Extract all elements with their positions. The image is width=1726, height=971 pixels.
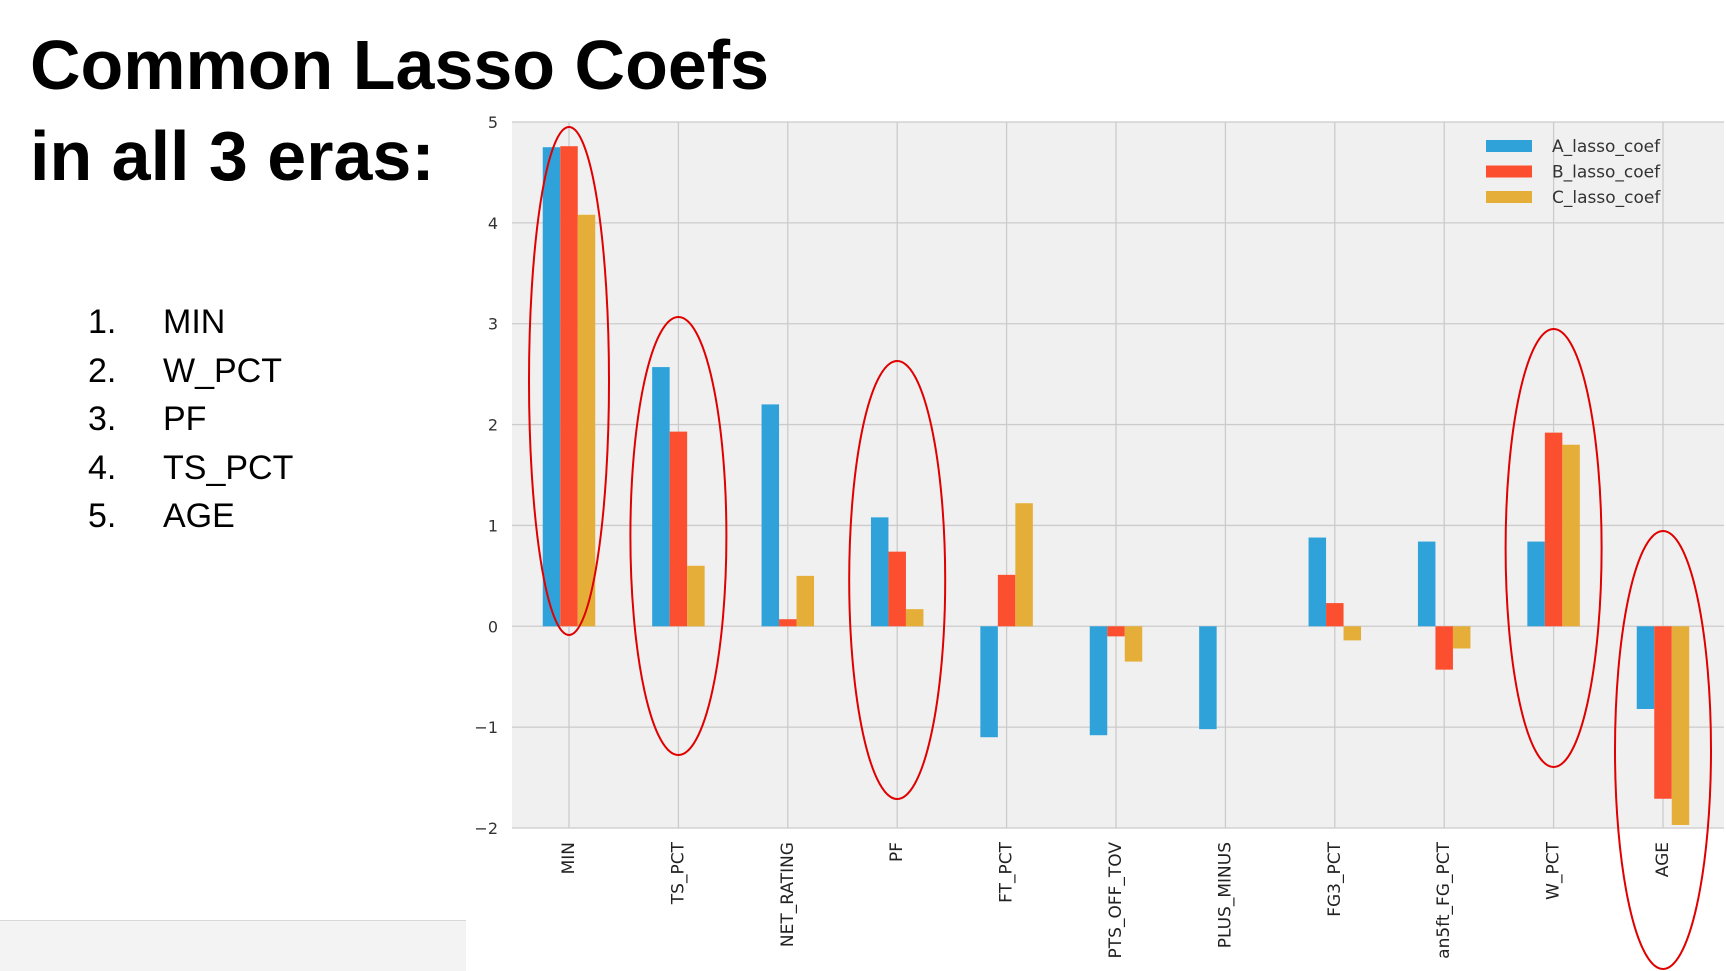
highlight-ellipse-min [528,126,610,636]
bar-b-lasso-coef [1435,626,1453,670]
x-tick-label: MIN [559,842,579,874]
common-features-list: 1. MIN 2. W_PCT 3. PF 4. TS_PCT 5. AGE [88,298,293,541]
bar-c-lasso-coef [1015,503,1033,627]
bar-a-lasso-coef [652,367,670,627]
list-item-label: MIN [163,303,226,341]
bar-a-lasso-coef [1636,626,1655,709]
bar-b-lasso-coef [1544,432,1563,627]
y-tick-label: 4 [488,214,498,233]
legend-label: C_lasso_coef [1552,188,1661,208]
bar-a-lasso-coef [761,404,780,627]
list-item-number: 4. [88,448,117,487]
highlight-ellipse-pf [848,360,947,800]
legend-swatch [1486,191,1532,203]
legend-label: A_lasso_coef [1552,137,1661,157]
y-tick-label: 0 [488,617,498,636]
bar-c-lasso-coef [1124,626,1143,662]
slide-title-line-2: in all 3 eras: [30,117,435,195]
bar-c-lasso-coef [687,565,705,627]
bar-b-lasso-coef [1654,626,1672,799]
bar-b-lasso-coef [560,146,578,627]
plot-area [512,122,1724,828]
x-tick-label: PLUS_MINUS [1215,842,1235,948]
x-tick-label: W_PCT [1544,841,1564,899]
list-item-number: 1. [88,303,117,341]
bar-b-lasso-coef [1326,603,1344,627]
x-tick-label: NET_RATING [778,842,798,947]
y-tick-label: 3 [488,315,498,334]
y-tick-label: 1 [488,516,498,535]
bar-c-lasso-coef [1562,444,1580,627]
bar-c-lasso-coef [577,214,596,627]
x-tick-label: FG3_PCT [1325,841,1345,916]
list-item-label: AGE [163,497,235,535]
bar-a-lasso-coef [1089,626,1108,736]
slide-title-line-1: Common Lasso Coefs [30,26,769,104]
legend-swatch [1486,165,1532,178]
list-item-label: W_PCT [163,351,282,390]
bar-b-lasso-coef [1107,626,1125,637]
list-item: 1. MIN [88,298,293,347]
bar-c-lasso-coef [905,609,924,627]
x-tick-label: FT_PCT [997,841,1017,902]
bar-a-lasso-coef [870,517,889,627]
list-item: 4. TS_PCT [88,444,293,493]
legend-swatch [1486,140,1532,152]
legend-label: B_lasso_coef [1552,163,1661,183]
y-tick-label: 5 [488,113,498,132]
bar-c-lasso-coef [1343,626,1362,641]
list-item-label: PF [163,400,207,438]
bar-a-lasso-coef [1308,537,1327,627]
bar-b-lasso-coef [997,574,1016,627]
list-item: 5. AGE [88,492,293,541]
bar-a-lasso-coef [980,626,998,738]
bar-a-lasso-coef [1527,541,1545,627]
highlight-ellipse-ts-pct [629,316,728,756]
bar-b-lasso-coef [779,619,797,627]
bottom-strip [0,920,466,971]
bar-c-lasso-coef [796,575,815,627]
y-tick-label: −1 [474,718,498,737]
list-item-number: 5. [88,497,117,535]
x-tick-label: TS_PCT [668,841,688,905]
bar-c-lasso-coef [1671,626,1690,825]
x-tick-label: AGE [1653,842,1673,877]
bar-a-lasso-coef [1417,541,1436,627]
list-item: 2. W_PCT [88,347,293,396]
list-item-number: 3. [88,400,117,438]
x-tick-label: PF [887,842,907,862]
y-tick-label: 2 [488,416,498,435]
highlight-ellipse-age [1614,530,1712,970]
list-item-label: TS_PCT [163,448,294,487]
bar-a-lasso-coef [1199,626,1217,730]
x-tick-label: PTS_OFF_TOV [1106,842,1126,959]
list-item-number: 2. [88,351,117,390]
bar-b-lasso-coef [669,431,688,627]
bar-b-lasso-coef [888,551,906,627]
bar-a-lasso-coef [542,147,561,627]
bar-c-lasso-coef [1452,626,1471,649]
y-tick-label: −2 [474,819,498,838]
highlight-ellipse-w-pct [1504,328,1603,768]
list-item: 3. PF [88,395,293,444]
x-tick-label: an5ft_FG_PCT [1434,841,1454,958]
slide-title: Common Lasso Coefs in all 3 eras: [30,20,769,202]
